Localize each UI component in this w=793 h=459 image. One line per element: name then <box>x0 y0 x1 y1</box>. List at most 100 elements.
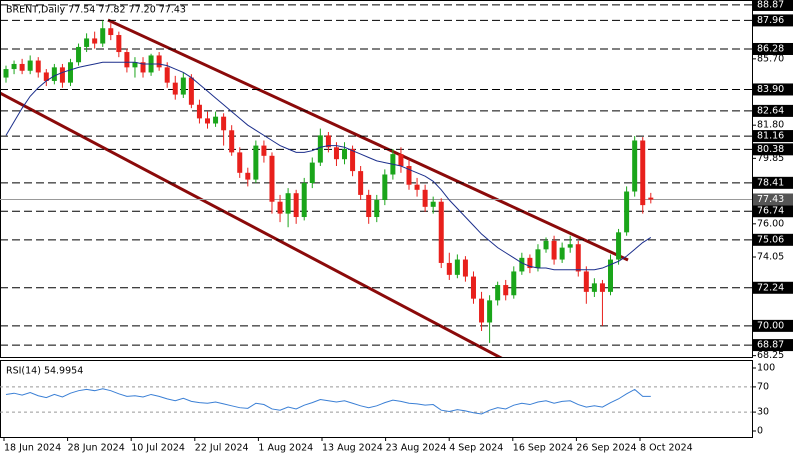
candle-body <box>277 201 283 214</box>
current-price-label: 77.43 <box>757 194 784 205</box>
candle-body <box>92 38 98 44</box>
candle-body <box>374 200 380 218</box>
candle-body <box>43 72 49 81</box>
candle-body <box>495 285 501 301</box>
candle-body <box>325 135 331 148</box>
y-tick-label: 85.70 <box>757 53 784 64</box>
candle-body <box>124 52 130 68</box>
x-tick-label: 22 Jul 2024 <box>195 443 249 454</box>
candle-body <box>358 171 364 195</box>
candle-body <box>398 154 404 166</box>
y-tick-label: 76.00 <box>757 218 784 229</box>
level-label-box <box>753 319 793 332</box>
level-label-box <box>753 83 793 96</box>
level-label-box <box>753 143 793 156</box>
candle-body <box>599 283 605 292</box>
candle-body <box>11 63 17 70</box>
candle-body <box>648 197 654 200</box>
candle-body <box>164 67 170 83</box>
level-label: 76.74 <box>757 206 784 217</box>
candle-body <box>3 69 9 78</box>
rsi-tick-label: 30 <box>757 407 769 418</box>
channel <box>1 18 629 357</box>
candle-body <box>551 240 557 260</box>
y-tick-label: 81.80 <box>757 120 784 131</box>
candle-body <box>19 63 25 71</box>
candle-body <box>172 82 178 95</box>
level-label: 70.00 <box>757 320 784 331</box>
candle-body <box>470 276 476 299</box>
candle-body <box>430 201 436 207</box>
candle-body <box>454 259 460 275</box>
level-label-box <box>753 339 793 352</box>
x-tick-label: 23 Aug 2024 <box>386 443 447 454</box>
candle-body <box>84 38 90 47</box>
x-tick-label: 18 Jun 2024 <box>4 443 61 454</box>
candle-body <box>382 174 388 201</box>
level-label: 86.28 <box>757 43 784 54</box>
candle-body <box>245 172 251 180</box>
level-label-box <box>753 14 793 27</box>
candle-body <box>519 257 525 272</box>
candle-body <box>350 148 356 172</box>
candle-body <box>27 60 33 71</box>
channel-upper <box>107 18 629 262</box>
candle-body <box>632 140 638 192</box>
candle-body <box>503 285 509 296</box>
candle-body <box>583 271 589 292</box>
candle-body <box>301 183 307 218</box>
y-tick-label: 68.25 <box>757 350 784 361</box>
level-label: 75.06 <box>757 234 784 245</box>
ma-line <box>5 61 652 271</box>
candle-body <box>35 60 41 73</box>
rsi-tick-label: 100 <box>757 363 775 374</box>
candle-body <box>261 145 267 156</box>
level-label: 68.87 <box>757 340 784 351</box>
level-label: 83.90 <box>757 84 784 95</box>
level-label: 88.87 <box>757 0 784 10</box>
candle-body <box>229 130 235 153</box>
candle-body <box>559 247 565 260</box>
candle-body <box>196 104 202 119</box>
candle-body <box>342 148 348 160</box>
candle-body <box>414 184 420 190</box>
candle-body <box>205 118 210 124</box>
level-label: 81.16 <box>757 131 784 142</box>
candle-body <box>406 165 412 185</box>
candle-body <box>67 62 73 83</box>
candle-body <box>108 28 114 36</box>
candle-body <box>333 147 339 160</box>
chart-title: BRENT,Daily 77.54 77.82 77.20 77.43 <box>6 5 186 16</box>
x-tick-label: 28 Jun 2024 <box>68 443 125 454</box>
candle-body <box>317 135 323 163</box>
x-tick-label: 26 Sep 2024 <box>576 443 636 454</box>
candle-body <box>535 249 541 269</box>
candle-body <box>188 77 194 105</box>
rsi-panel <box>0 360 753 438</box>
rsi-title: RSI(14) 54.9954 <box>6 366 83 377</box>
rsi-tick-label: 70 <box>757 381 769 392</box>
candle-body <box>285 193 291 214</box>
candle-body <box>76 46 82 63</box>
level-label: 87.96 <box>757 15 784 26</box>
x-tick-label: 4 Sep 2024 <box>449 443 503 454</box>
candle-body <box>309 162 315 184</box>
price-panel <box>0 0 753 358</box>
x-tick-label: 16 Sep 2024 <box>513 443 573 454</box>
candle-body <box>438 201 444 263</box>
candle-body <box>293 193 299 218</box>
candle-body <box>213 116 219 124</box>
current-price-box <box>753 193 793 206</box>
candle-body <box>269 155 275 202</box>
candle-body <box>253 145 259 180</box>
y-tick-label: 79.85 <box>757 153 784 164</box>
level-label: 82.64 <box>757 105 784 116</box>
rsi-line <box>5 388 651 415</box>
candle-body <box>608 259 613 292</box>
candle-body <box>575 244 581 272</box>
candle-body <box>221 116 227 131</box>
candle-body <box>543 240 549 250</box>
level-label-box <box>753 130 793 143</box>
candle-body <box>527 257 533 269</box>
